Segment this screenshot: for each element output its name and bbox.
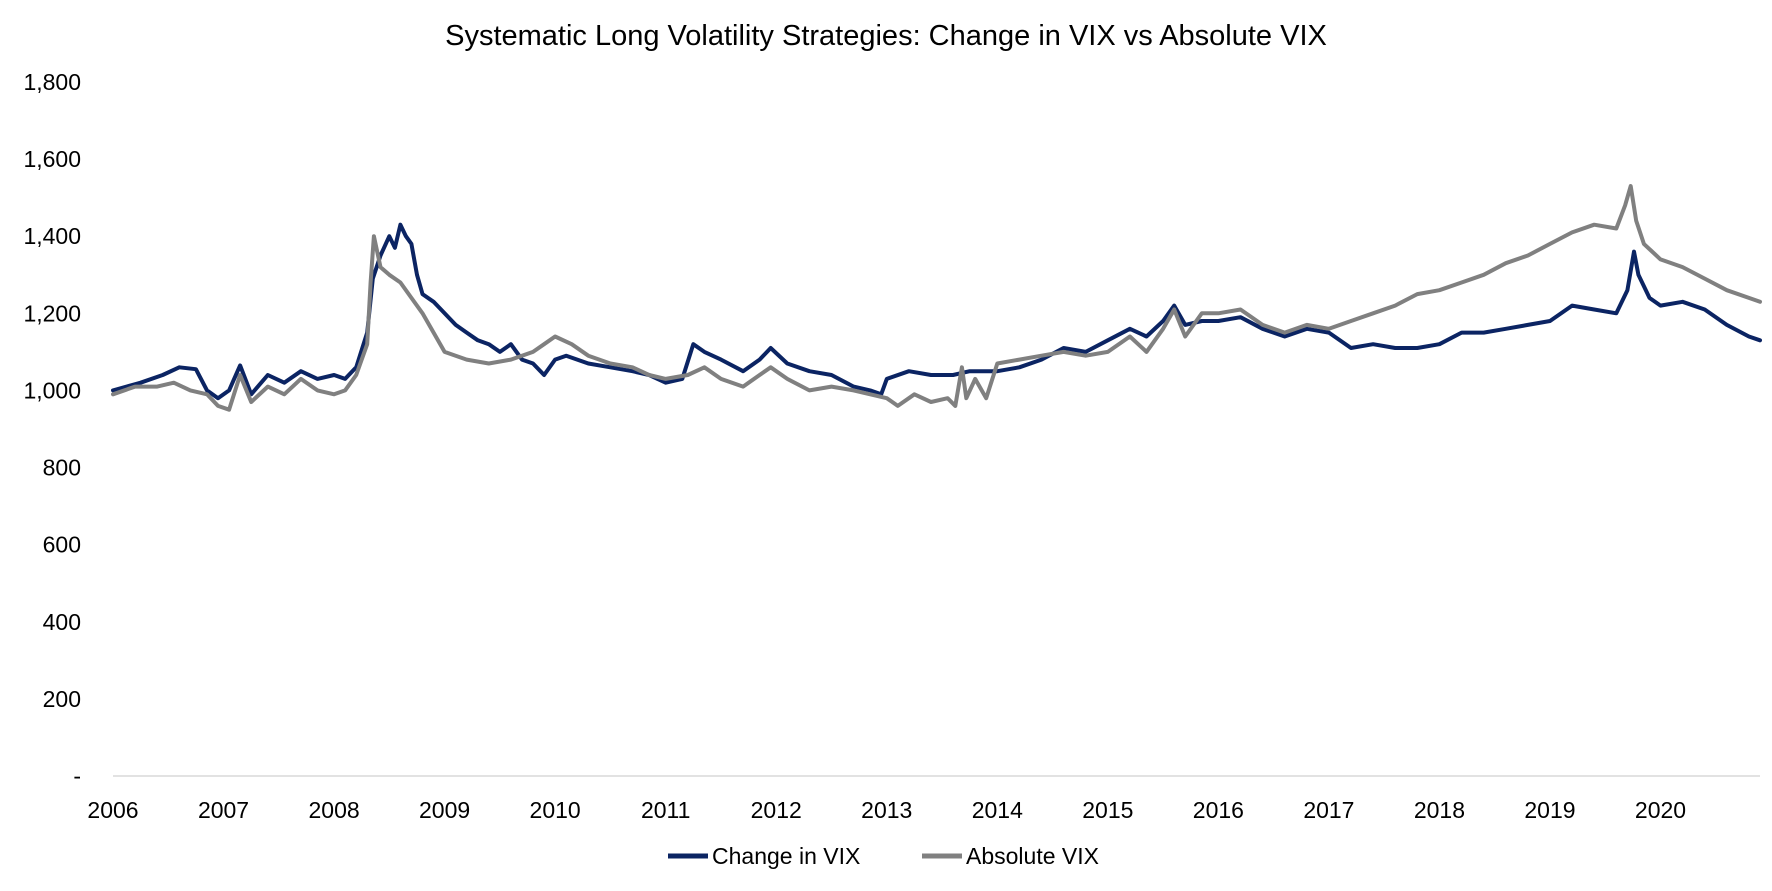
y-axis: - 200 400 600 800 1,000 1,200 1,400 1,600 1,800	[23, 69, 81, 789]
x-tick-label: 2012	[751, 797, 802, 823]
x-tick-label: 2006	[87, 797, 138, 823]
y-tick-label: 800	[43, 455, 81, 481]
x-tick-label: 2007	[198, 797, 249, 823]
x-tick-label: 2020	[1635, 797, 1686, 823]
legend-label-change-in-vix: Change in VIX	[712, 843, 860, 869]
y-tick-label: 1,800	[23, 69, 81, 95]
x-tick-label: 2018	[1414, 797, 1465, 823]
y-tick-label: 1,200	[23, 300, 81, 326]
y-tick-label: 1,600	[23, 146, 81, 172]
x-tick-label: 2015	[1082, 797, 1133, 823]
chart-title: Systematic Long Volatility Strategies: C…	[445, 20, 1327, 52]
y-tick-label: 200	[43, 686, 81, 712]
x-tick-label: 2017	[1303, 797, 1354, 823]
y-tick-label: 600	[43, 532, 81, 558]
x-axis: 2006 2007 2008 2009 2010 2011 2012 2013 2014 2015…	[87, 797, 1686, 823]
x-tick-label: 2008	[308, 797, 359, 823]
x-tick-label: 2019	[1524, 797, 1575, 823]
y-tick-label: 400	[43, 609, 81, 635]
x-tick-label: 2014	[972, 797, 1023, 823]
x-tick-label: 2013	[861, 797, 912, 823]
legend: Change in VIX Absolute VIX	[668, 843, 1099, 869]
x-tick-label: 2009	[419, 797, 470, 823]
series-line-absolute-vix	[111, 184, 1762, 412]
y-tick-label: 1,000	[23, 377, 81, 403]
x-tick-label: 2010	[530, 797, 581, 823]
series-line-change-in-vix	[111, 222, 1762, 401]
x-tick-label: 2011	[641, 797, 690, 823]
legend-label-absolute-vix: Absolute VIX	[966, 843, 1099, 869]
y-tick-label: -	[73, 763, 81, 789]
series-group	[111, 184, 1762, 412]
x-tick-label: 2016	[1193, 797, 1244, 823]
y-tick-label: 1,400	[23, 223, 81, 249]
